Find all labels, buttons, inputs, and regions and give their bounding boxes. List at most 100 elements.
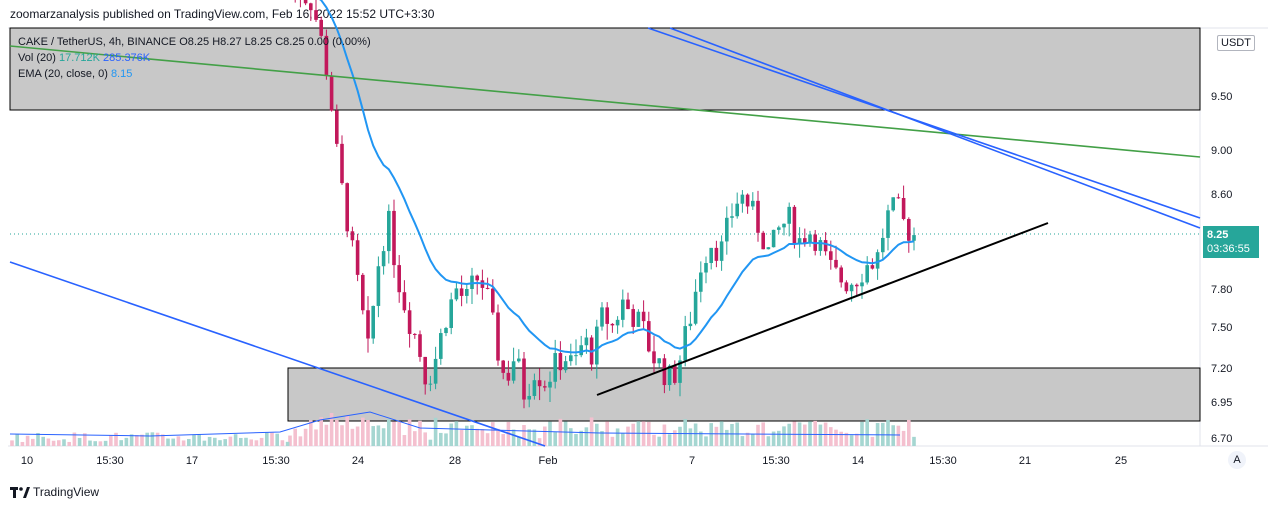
volume-bar [223, 439, 227, 446]
volume-bar [595, 423, 599, 446]
volume-bar [740, 436, 745, 446]
candle-body [548, 381, 552, 388]
candle-body [792, 206, 797, 244]
candle-body [766, 247, 771, 250]
volume-bar [532, 429, 537, 446]
y-tick-label: 9.50 [1211, 91, 1232, 103]
volume-bar [496, 428, 500, 446]
volume-bar [704, 436, 708, 446]
volume-bar [818, 424, 823, 446]
auto-scale-button[interactable]: A [1228, 451, 1246, 469]
candle-body [423, 356, 427, 385]
candle-body [829, 251, 833, 260]
candle-body [355, 240, 360, 275]
tradingview-brand: TradingView [10, 485, 99, 499]
x-tick-label: 10 [21, 455, 33, 467]
volume-bar [218, 440, 222, 446]
candle-body [563, 361, 568, 371]
volume-bar [792, 421, 797, 446]
volume-bar [77, 437, 82, 446]
ema-line [319, 0, 915, 354]
candle-body [558, 353, 563, 371]
volume-bar [662, 424, 667, 446]
volume-bar [371, 426, 375, 446]
candle-body [335, 110, 339, 144]
volume-bar [714, 426, 719, 446]
candle-body [870, 265, 875, 269]
candle-body [584, 337, 589, 346]
black-ascending-trendline [596, 222, 1049, 396]
volume-bar [213, 437, 217, 446]
candle-body [839, 267, 843, 283]
volume-bar [756, 424, 760, 446]
volume-bar [657, 436, 661, 446]
candle-body [506, 372, 511, 381]
volume-bar [239, 437, 243, 446]
volume-bar [109, 435, 113, 446]
candle-body [907, 218, 911, 241]
volume-bar [688, 428, 693, 446]
volume-bar [839, 431, 843, 446]
volume-bar [407, 419, 412, 446]
volume-bar [57, 440, 61, 446]
volume-bar [41, 436, 45, 446]
volume-bar [181, 440, 186, 446]
volume-bar [129, 434, 134, 446]
volume-bar [381, 428, 386, 446]
candle-body [532, 380, 537, 396]
volume-bar [579, 430, 583, 446]
candle-body [345, 183, 349, 232]
volume-bar [233, 434, 238, 446]
candle-body [574, 355, 578, 357]
volume-bar [678, 426, 682, 446]
candle-body [901, 198, 906, 219]
candle-body [704, 263, 708, 273]
candle-body [896, 197, 901, 199]
x-tick-label: 14 [852, 455, 864, 467]
candle-body [475, 275, 479, 281]
y-tick-label: 7.20 [1211, 363, 1232, 375]
volume-value: 17.712K [58, 52, 100, 64]
volume-bar [335, 419, 339, 446]
candle-body [371, 305, 375, 339]
candle-body [605, 307, 609, 324]
volume-bar [270, 432, 274, 446]
volume-bar [870, 436, 875, 446]
volume-bar [145, 432, 149, 446]
volume-bar [631, 423, 635, 446]
candle-body [735, 203, 739, 217]
volume-bar [844, 432, 849, 446]
volume-bar [46, 438, 51, 446]
volume-bar [93, 441, 97, 446]
candle-body [366, 310, 370, 339]
currency-selector[interactable]: USDT [1217, 35, 1255, 51]
candle-body [881, 237, 885, 253]
ohlc-values: O8.25 H8.27 L8.25 C8.25 0.00 (0.00%) [179, 36, 371, 48]
volume-bar [67, 441, 71, 446]
volume-bar [124, 437, 129, 446]
x-tick-label: 15:30 [96, 455, 124, 467]
volume-bar [10, 440, 14, 446]
volume-bar [62, 439, 66, 446]
volume-bar [350, 428, 355, 446]
candle-body [844, 282, 849, 292]
volume-bar [475, 428, 479, 446]
y-tick-label: 6.95 [1211, 397, 1232, 409]
candle-body [699, 272, 703, 292]
volume-bar [673, 430, 677, 446]
candle-body [714, 247, 719, 261]
volume-bar [522, 425, 526, 446]
volume-bar [709, 423, 713, 446]
x-tick-label: 24 [352, 455, 364, 467]
volume-bar [517, 436, 521, 446]
volume-bar [813, 420, 817, 446]
volume-bar [855, 433, 859, 446]
volume-bar [803, 424, 807, 446]
last-price-tag: 8.25 03:36:55 [1203, 226, 1259, 258]
volume-bar [340, 425, 344, 446]
volume-bar [20, 441, 25, 446]
candle-body [392, 210, 396, 266]
volume-bar [249, 439, 253, 446]
volume-bar [285, 441, 290, 446]
